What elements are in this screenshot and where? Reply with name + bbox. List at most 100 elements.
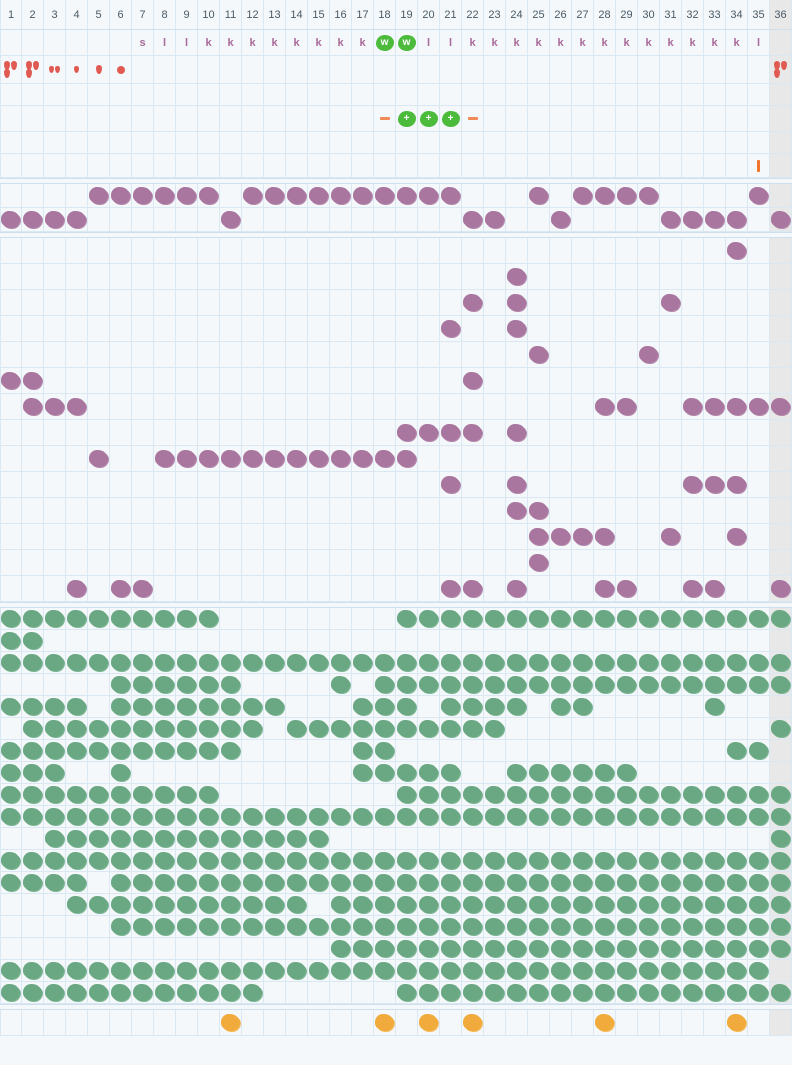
symptom-cell[interactable]	[506, 938, 528, 959]
symptom-cell[interactable]	[264, 850, 286, 871]
symptom-cell[interactable]	[242, 740, 264, 761]
symptom-cell[interactable]	[176, 762, 198, 783]
symptom-cell[interactable]	[220, 828, 242, 849]
mucus-cell[interactable]	[286, 184, 308, 207]
symptom-cell[interactable]	[484, 368, 506, 393]
symptom-cell[interactable]	[396, 982, 418, 1003]
note-cell[interactable]	[770, 1010, 792, 1035]
symptom-cell[interactable]	[242, 472, 264, 497]
symptom-cell[interactable]	[110, 960, 132, 981]
symptom-cell[interactable]	[396, 762, 418, 783]
symptom-cell[interactable]	[286, 850, 308, 871]
note-cell[interactable]	[352, 1010, 374, 1035]
symptom-cell[interactable]	[220, 368, 242, 393]
mucus-code-cell[interactable]	[22, 30, 44, 55]
blank-cell[interactable]	[462, 132, 484, 153]
symptom-cell[interactable]	[462, 652, 484, 673]
note-cell[interactable]	[484, 1010, 506, 1035]
symptom-cell[interactable]	[374, 806, 396, 827]
symptom-cell[interactable]	[132, 472, 154, 497]
symptom-cell[interactable]	[220, 916, 242, 937]
symptom-cell[interactable]	[352, 828, 374, 849]
symptom-cell[interactable]	[374, 960, 396, 981]
symptom-cell[interactable]	[704, 264, 726, 289]
symptom-cell[interactable]	[660, 740, 682, 761]
symptom-cell[interactable]	[88, 608, 110, 629]
tick-cell[interactable]	[550, 154, 572, 177]
symptom-cell[interactable]	[660, 718, 682, 739]
symptom-cell[interactable]	[506, 446, 528, 471]
symptom-cell[interactable]	[176, 696, 198, 717]
symptom-cell[interactable]	[220, 446, 242, 471]
symptom-cell[interactable]	[638, 784, 660, 805]
symptom-cell[interactable]	[726, 916, 748, 937]
note-cell[interactable]	[132, 1010, 154, 1035]
symptom-cell[interactable]	[374, 938, 396, 959]
blank-cell[interactable]	[374, 132, 396, 153]
symptom-cell[interactable]	[704, 982, 726, 1003]
symptom-cell[interactable]	[88, 498, 110, 523]
symptom-cell[interactable]	[308, 960, 330, 981]
ovulation-test-cell[interactable]	[682, 106, 704, 131]
symptom-cell[interactable]	[704, 850, 726, 871]
symptom-cell[interactable]	[726, 696, 748, 717]
symptom-cell[interactable]	[154, 762, 176, 783]
symptom-cell[interactable]	[748, 652, 770, 673]
symptom-cell[interactable]	[0, 290, 22, 315]
blank-cell[interactable]	[0, 132, 22, 153]
blank-cell[interactable]	[660, 84, 682, 105]
symptom-cell[interactable]	[748, 472, 770, 497]
symptom-cell[interactable]	[572, 652, 594, 673]
symptom-cell[interactable]	[682, 290, 704, 315]
symptom-cell[interactable]	[550, 828, 572, 849]
symptom-cell[interactable]	[704, 290, 726, 315]
symptom-cell[interactable]	[220, 696, 242, 717]
note-cell[interactable]	[418, 1010, 440, 1035]
symptom-cell[interactable]	[682, 762, 704, 783]
note-cell[interactable]	[154, 1010, 176, 1035]
symptom-cell[interactable]	[682, 576, 704, 601]
symptom-cell[interactable]	[440, 762, 462, 783]
symptom-cell[interactable]	[66, 608, 88, 629]
mucus-cell[interactable]	[132, 208, 154, 231]
symptom-cell[interactable]	[440, 960, 462, 981]
symptom-cell[interactable]	[242, 238, 264, 263]
symptom-cell[interactable]	[242, 394, 264, 419]
symptom-cell[interactable]	[594, 630, 616, 651]
symptom-cell[interactable]	[528, 740, 550, 761]
symptom-cell[interactable]	[308, 938, 330, 959]
symptom-cell[interactable]	[374, 446, 396, 471]
symptom-cell[interactable]	[770, 524, 792, 549]
symptom-cell[interactable]	[418, 368, 440, 393]
symptom-cell[interactable]	[594, 524, 616, 549]
note-cell[interactable]	[264, 1010, 286, 1035]
symptom-cell[interactable]	[462, 576, 484, 601]
symptom-cell[interactable]	[330, 630, 352, 651]
blank-cell[interactable]	[44, 132, 66, 153]
mucus-cell[interactable]	[638, 184, 660, 207]
symptom-cell[interactable]	[462, 828, 484, 849]
symptom-cell[interactable]	[726, 446, 748, 471]
symptom-cell[interactable]	[88, 264, 110, 289]
mucus-cell[interactable]	[242, 208, 264, 231]
symptom-cell[interactable]	[330, 762, 352, 783]
symptom-cell[interactable]	[44, 784, 66, 805]
symptom-cell[interactable]	[440, 696, 462, 717]
symptom-cell[interactable]	[396, 290, 418, 315]
symptom-cell[interactable]	[726, 264, 748, 289]
symptom-cell[interactable]	[484, 420, 506, 445]
symptom-cell[interactable]	[374, 342, 396, 367]
ovulation-test-cell[interactable]	[594, 106, 616, 131]
symptom-cell[interactable]	[264, 916, 286, 937]
symptom-cell[interactable]	[396, 960, 418, 981]
symptom-cell[interactable]	[242, 674, 264, 695]
symptom-cell[interactable]	[682, 342, 704, 367]
symptom-cell[interactable]	[484, 916, 506, 937]
menstrual-flow-cell[interactable]	[638, 56, 660, 83]
ovulation-test-cell[interactable]	[506, 106, 528, 131]
symptom-cell[interactable]	[88, 872, 110, 893]
ovulation-test-cell[interactable]	[660, 106, 682, 131]
menstrual-flow-cell[interactable]	[550, 56, 572, 83]
menstrual-flow-cell[interactable]	[484, 56, 506, 83]
symptom-cell[interactable]	[550, 550, 572, 575]
